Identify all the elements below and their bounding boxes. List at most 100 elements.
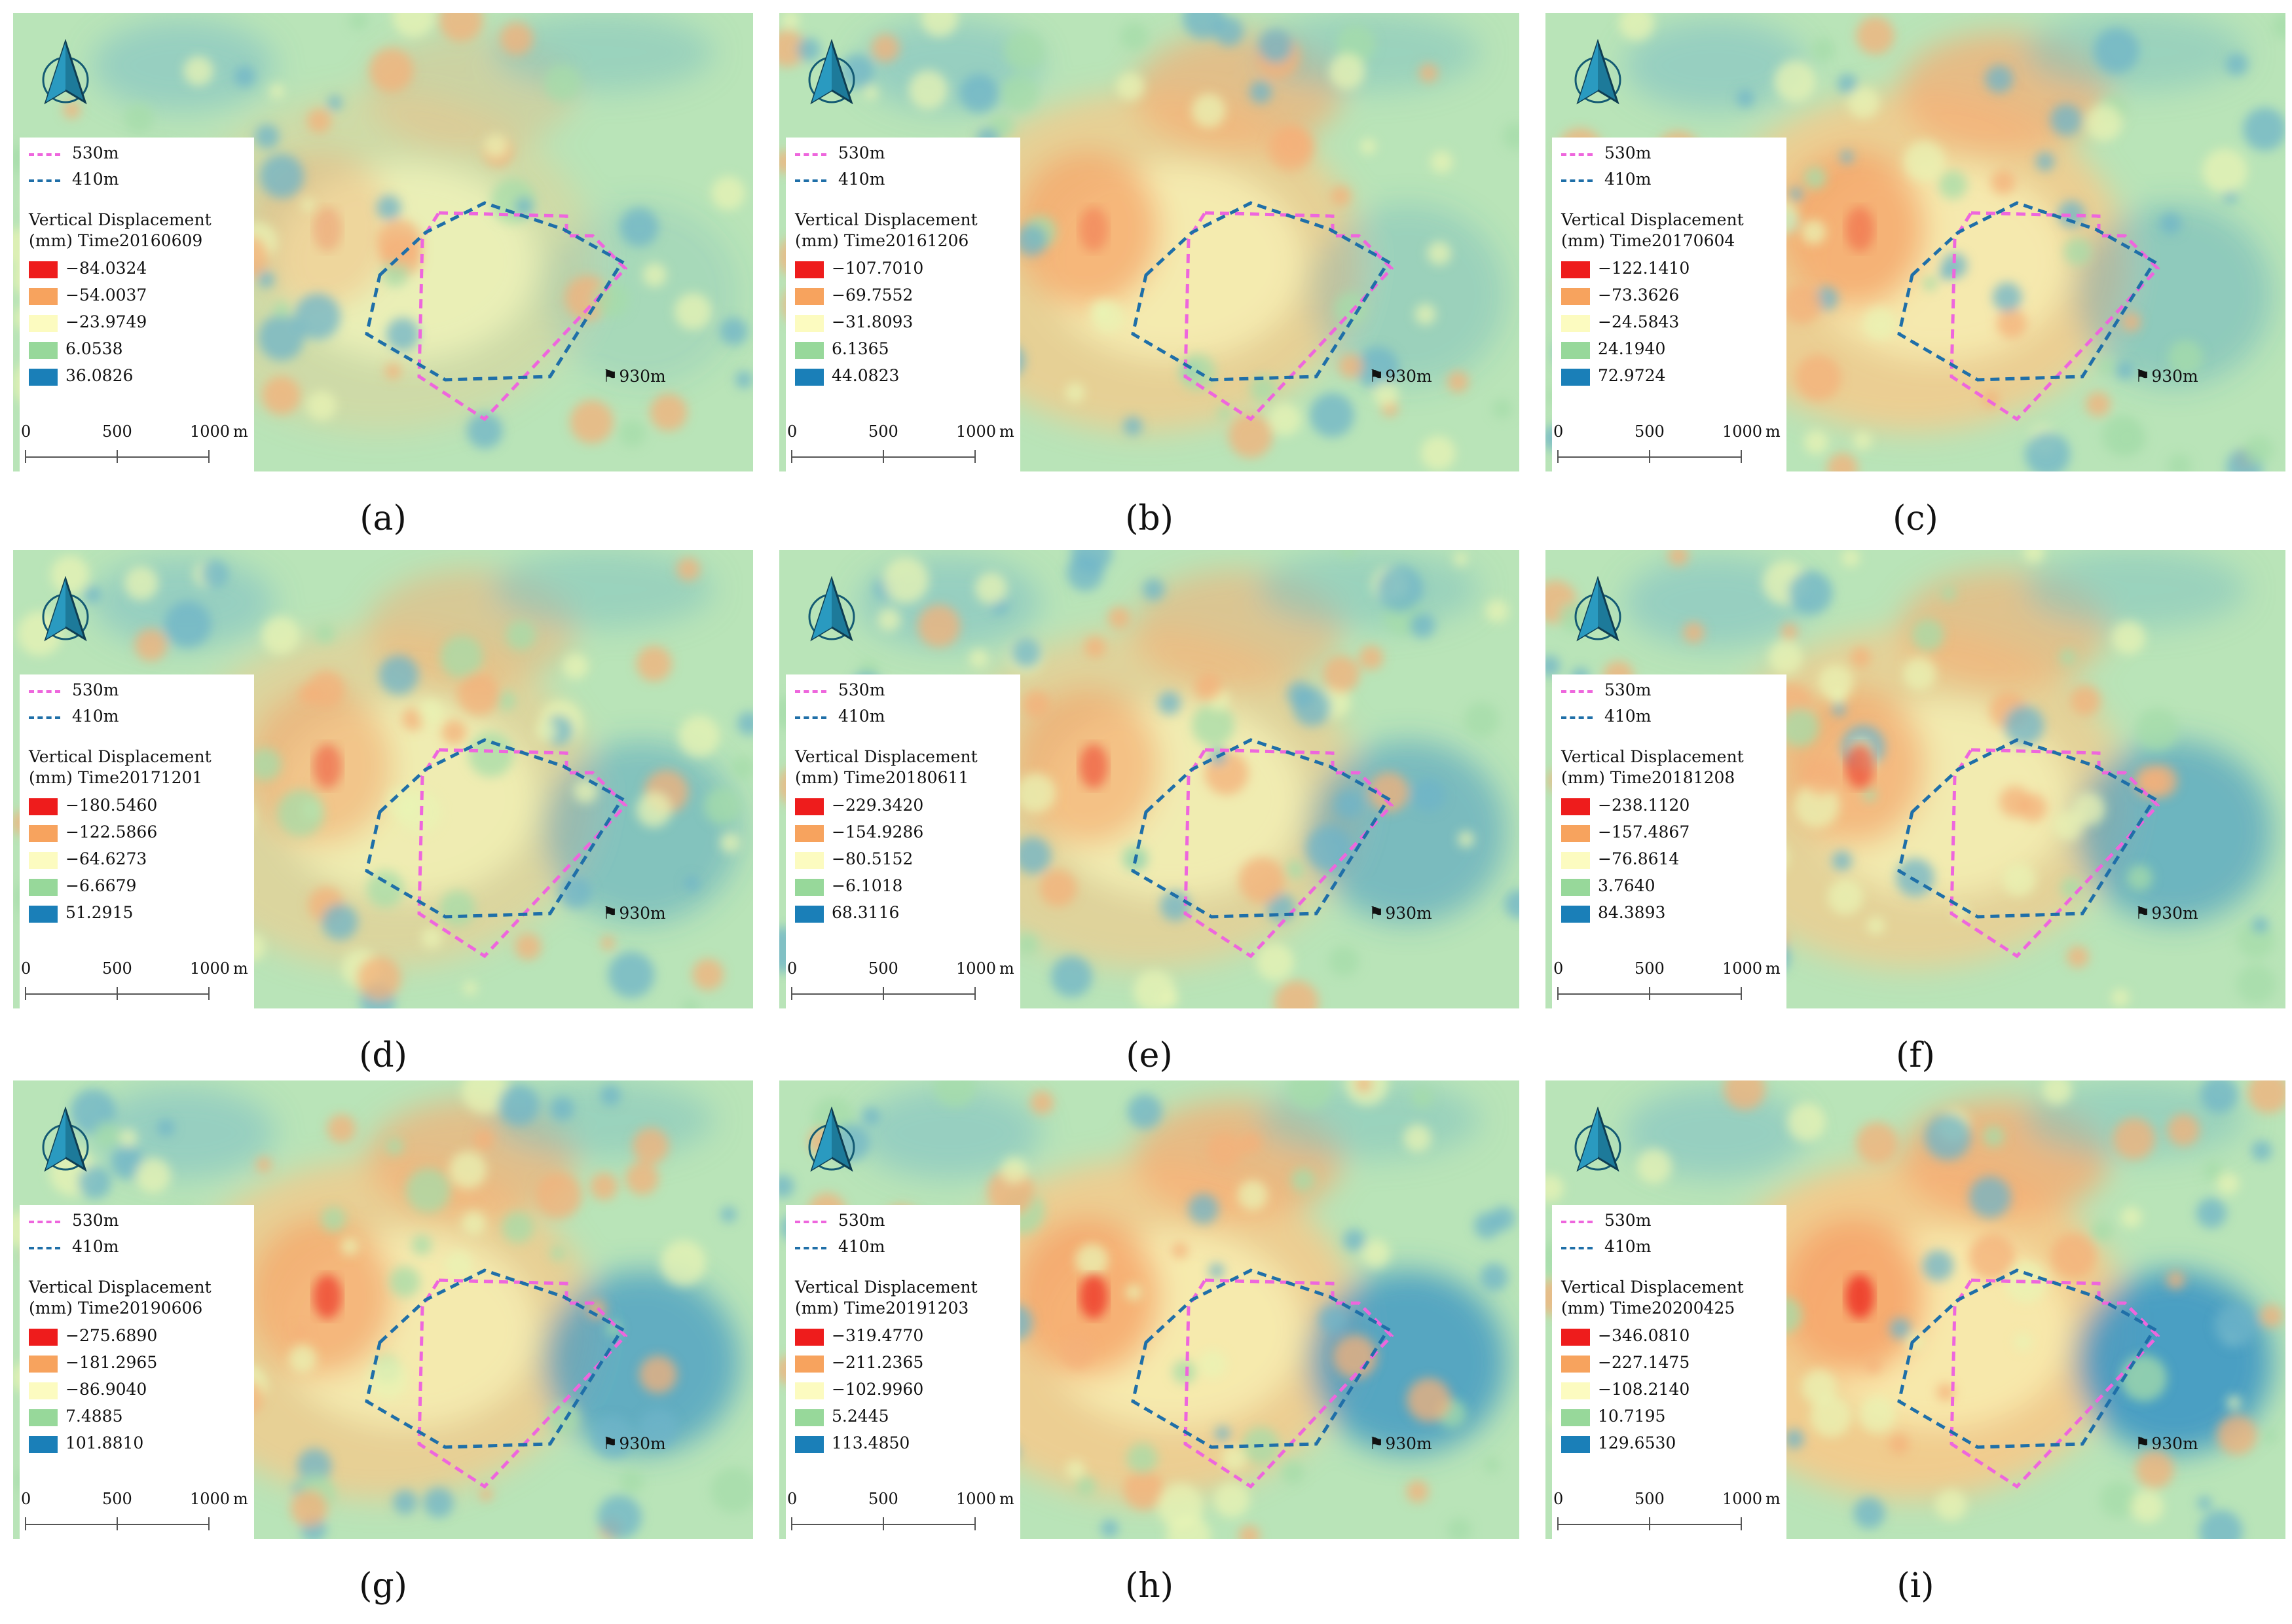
north-arrow-icon — [1572, 39, 1624, 111]
legend-class: −76.8614 — [1561, 847, 1679, 871]
legend-class: −122.5866 — [29, 821, 157, 844]
legend-410m: 410m — [29, 706, 119, 727]
elevation-marker: ⚑930m — [602, 904, 666, 923]
legend-class: −73.3626 — [1561, 284, 1679, 307]
legend-class: −157.4867 — [1561, 821, 1690, 844]
map-legend: 530m 410m Vertical Displacement (mm) Time20… — [20, 674, 254, 1008]
legend-530m: 530m — [29, 143, 119, 164]
flag-icon: ⚑ — [1369, 367, 1384, 386]
panel-caption: (e) — [1126, 1036, 1173, 1075]
legend-class: 6.1365 — [795, 337, 889, 361]
legend-title: Vertical Displacement (mm) Time20180611 — [795, 747, 978, 787]
north-arrow-icon — [805, 1106, 858, 1179]
flag-icon: ⚑ — [602, 1434, 618, 1454]
legend-title: Vertical Displacement (mm) Time20160609 — [29, 210, 212, 250]
north-arrow-icon — [39, 39, 92, 111]
legend-class: −227.1475 — [1561, 1351, 1690, 1375]
legend-class: −154.9286 — [795, 821, 923, 844]
panel-caption: (a) — [360, 499, 407, 538]
panel-caption: (c) — [1893, 499, 1938, 538]
displacement-map — [13, 13, 753, 471]
north-arrow-icon — [39, 576, 92, 648]
legend-class: −275.6890 — [29, 1324, 157, 1348]
legend-class: −180.5460 — [29, 794, 157, 817]
legend-title: Vertical Displacement (mm) Time20181208 — [1561, 747, 1744, 787]
legend-title: Vertical Displacement (mm) Time20161206 — [795, 210, 978, 250]
legend-class: 10.7195 — [1561, 1405, 1665, 1428]
flag-icon: ⚑ — [1369, 904, 1384, 923]
legend-410m: 410m — [795, 1236, 885, 1257]
map-legend: 530m 410m Vertical Displacement (mm) Time20… — [1552, 674, 1786, 1008]
elevation-marker: ⚑930m — [2135, 1434, 2198, 1454]
legend-class: −64.6273 — [29, 847, 147, 871]
legend-class: −24.5843 — [1561, 310, 1679, 334]
legend-class: −86.9040 — [29, 1378, 147, 1401]
map-panel: 530m 410m Vertical Displacement (mm) Time20… — [779, 1080, 1519, 1624]
legend-530m: 530m — [1561, 143, 1651, 164]
displacement-map — [779, 13, 1519, 471]
scale-bar: 0 500 1000 m — [21, 1490, 248, 1536]
flag-icon: ⚑ — [2135, 367, 2151, 386]
elevation-marker: ⚑930m — [1369, 367, 1432, 386]
map-legend: 530m 410m Vertical Displacement (mm) Time20… — [1552, 1205, 1786, 1539]
map-legend: 530m 410m Vertical Displacement (mm) Time20… — [20, 1205, 254, 1539]
legend-class: 72.9724 — [1561, 364, 1665, 388]
flag-icon: ⚑ — [2135, 1434, 2151, 1454]
panel-caption: (f) — [1896, 1036, 1935, 1075]
map-legend: 530m 410m Vertical Displacement (mm) Time20… — [1552, 138, 1786, 471]
legend-530m: 530m — [29, 680, 119, 701]
map-panel: 530m 410m Vertical Displacement (mm) Time20… — [13, 1080, 753, 1624]
panel-caption: (d) — [359, 1036, 407, 1075]
legend-530m: 530m — [29, 1210, 119, 1231]
legend-class: 129.6530 — [1561, 1431, 1676, 1455]
legend-class: −319.4770 — [795, 1324, 923, 1348]
legend-class: −102.9960 — [795, 1378, 923, 1401]
map-panel: 530m 410m Vertical Displacement (mm) Time20… — [779, 550, 1519, 1094]
legend-title: Vertical Displacement (mm) Time20191203 — [795, 1278, 978, 1318]
flag-icon: ⚑ — [602, 367, 618, 386]
map-panel: 530m 410m Vertical Displacement (mm) Time20… — [13, 13, 753, 557]
map-panel: 530m 410m Vertical Displacement (mm) Time20… — [1545, 1080, 2285, 1624]
legend-410m: 410m — [1561, 1236, 1651, 1257]
legend-class: −31.8093 — [795, 310, 913, 334]
legend-class: −108.2140 — [1561, 1378, 1690, 1401]
legend-title: Vertical Displacement (mm) Time20170604 — [1561, 210, 1744, 250]
legend-class: −107.7010 — [795, 257, 923, 280]
flag-icon: ⚑ — [602, 904, 618, 923]
legend-class: 113.4850 — [795, 1431, 910, 1455]
scale-bar: 0 500 1000 m — [21, 422, 248, 468]
legend-class: −84.0324 — [29, 257, 147, 280]
legend-class: −54.0037 — [29, 284, 147, 307]
flag-icon: ⚑ — [2135, 904, 2151, 923]
north-arrow-icon — [39, 1106, 92, 1179]
legend-class: 3.7640 — [1561, 874, 1655, 898]
legend-class: 44.0823 — [795, 364, 899, 388]
panel-caption: (h) — [1124, 1566, 1174, 1606]
legend-class: 101.8810 — [29, 1431, 143, 1455]
flag-icon: ⚑ — [1369, 1434, 1384, 1454]
map-legend: 530m 410m Vertical Displacement (mm) Time20… — [786, 674, 1020, 1008]
legend-530m: 530m — [795, 1210, 885, 1231]
legend-class: −211.2365 — [795, 1351, 923, 1375]
legend-410m: 410m — [795, 706, 885, 727]
legend-530m: 530m — [795, 680, 885, 701]
legend-class: −229.3420 — [795, 794, 923, 817]
legend-class: 51.2915 — [29, 901, 133, 925]
elevation-marker: ⚑930m — [602, 1434, 666, 1454]
legend-530m: 530m — [1561, 680, 1651, 701]
legend-530m: 530m — [795, 143, 885, 164]
legend-title: Vertical Displacement (mm) Time20200425 — [1561, 1278, 1744, 1318]
elevation-marker: ⚑930m — [2135, 904, 2198, 923]
legend-class: −80.5152 — [795, 847, 913, 871]
scale-bar: 0 500 1000 m — [1553, 422, 1781, 468]
legend-class: 36.0826 — [29, 364, 133, 388]
legend-410m: 410m — [1561, 169, 1651, 190]
map-panel: 530m 410m Vertical Displacement (mm) Time20… — [13, 550, 753, 1094]
legend-530m: 530m — [1561, 1210, 1651, 1231]
displacement-map — [1545, 13, 2285, 471]
legend-410m: 410m — [1561, 706, 1651, 727]
elevation-marker: ⚑930m — [2135, 367, 2198, 386]
map-legend: 530m 410m Vertical Displacement (mm) Time20… — [786, 138, 1020, 471]
scale-bar: 0 500 1000 m — [787, 959, 1014, 1005]
scale-bar: 0 500 1000 m — [21, 959, 248, 1005]
